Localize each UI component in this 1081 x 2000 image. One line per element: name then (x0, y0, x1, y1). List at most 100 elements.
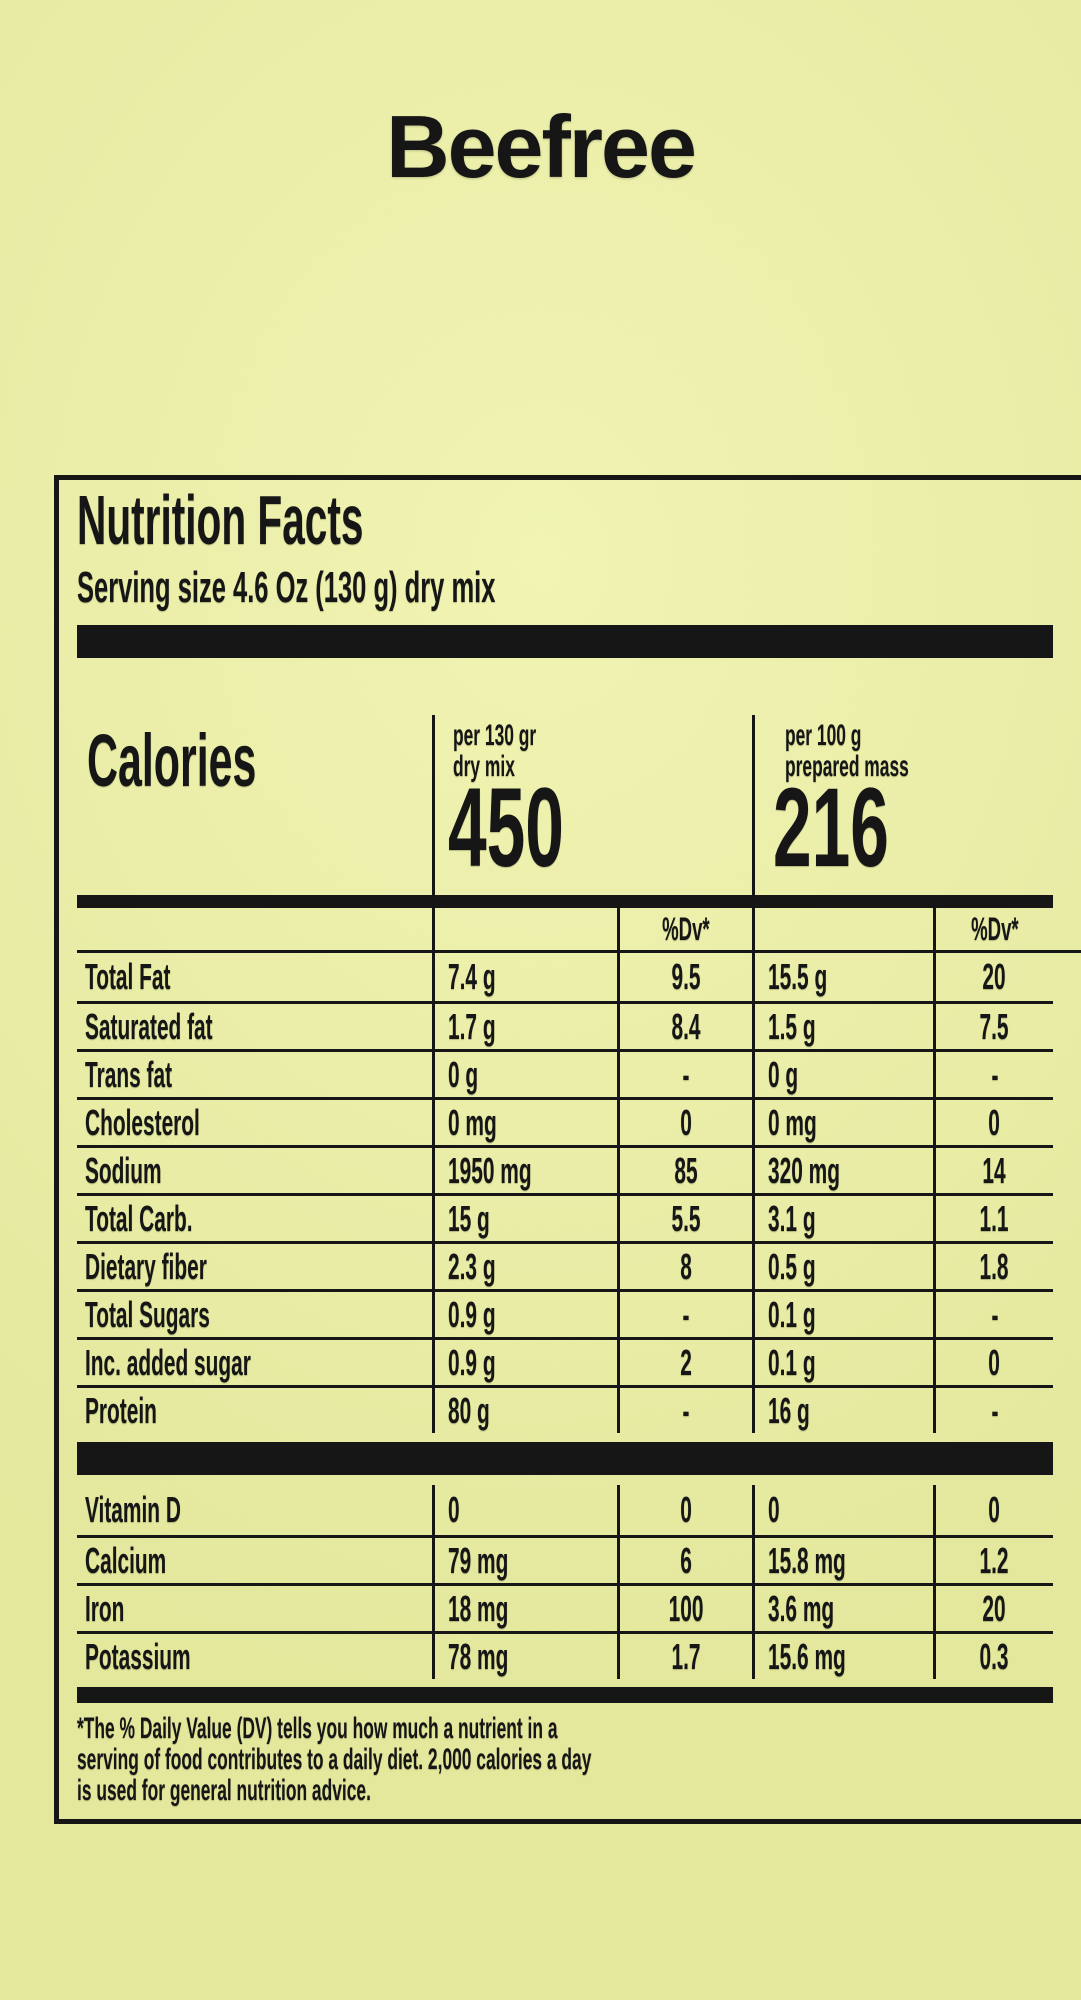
amount-per-serving: 0 mg (432, 1100, 617, 1145)
amount-per-serving: 0 g (432, 1052, 617, 1097)
nutrient-name: Dietary fiber (85, 1245, 207, 1287)
daily-value-per-100g: 0 (933, 1100, 1053, 1145)
table-row: Dietary fiber 2.3 g 8 0.5 g 1.8 (77, 1241, 1053, 1289)
table-row: Calcium 79 mg 6 15.8 mg 1.2 (77, 1535, 1053, 1583)
amount-per-100g: 0 g (752, 1052, 933, 1097)
nutrient-name: Trans fat (85, 1053, 173, 1095)
main-nutrients-table: Total Fat 7.4 g 9.5 15.5 g 20 Saturated … (77, 950, 1081, 1433)
amount-per-serving: 1950 mg (432, 1148, 617, 1193)
nutrient-name: Potassium (85, 1635, 191, 1677)
table-row: Trans fat 0 g - 0 g - (77, 1049, 1053, 1097)
calories-column-divider (752, 715, 755, 895)
nutrient-name: Inc. added sugar (85, 1341, 251, 1383)
table-row: Protein 80 g - 16 g - (77, 1385, 1053, 1433)
daily-value-per-100g: 0.3 (933, 1634, 1053, 1679)
daily-value-per-serving: 8 (617, 1244, 752, 1289)
amount-per-100g: 3.1 g (752, 1196, 933, 1241)
daily-value-per-serving: 1.7 (617, 1634, 752, 1679)
thin-divider-bar (77, 1687, 1053, 1703)
calories-caption-prepared: per 100 g prepared mass (785, 719, 909, 783)
amount-per-serving: 1.7 g (432, 1004, 617, 1049)
daily-value-per-100g: 1.2 (933, 1538, 1053, 1583)
calories-value-dry-mix: 450 (448, 765, 564, 890)
table-row: Sodium 1950 mg 85 320 mg 14 (77, 1145, 1053, 1193)
calories-caption-dry-mix: per 130 gr dry mix (453, 719, 537, 783)
amount-per-100g: 0.5 g (752, 1244, 933, 1289)
daily-value-per-serving: 9.5 (617, 953, 752, 1001)
nutrient-name: Iron (85, 1587, 125, 1629)
amount-per-100g: 15.8 mg (752, 1538, 933, 1583)
amount-per-100g: 0.1 g (752, 1292, 933, 1337)
daily-value-per-100g: - (933, 1388, 1053, 1433)
nutrient-name: Total Carb. (85, 1197, 193, 1239)
thick-divider-bar (77, 625, 1053, 658)
header-dv-per-100g: %Dv* (933, 908, 1053, 950)
nutrition-facts-panel: Nutrition Facts Serving size 4.6 Oz (130… (54, 475, 1081, 1824)
amount-per-100g: 3.6 mg (752, 1586, 933, 1631)
daily-value-per-serving: - (617, 1388, 752, 1433)
amount-per-100g: 1.5 g (752, 1004, 933, 1049)
header-nutrient (77, 908, 432, 950)
thick-divider-bar (77, 1442, 1053, 1475)
calories-value-prepared: 216 (773, 765, 889, 890)
nutrient-name: Total Fat (85, 956, 171, 997)
vitamins-table: Vitamin D 0 0 0 0 Calcium 79 mg 6 15.8 m… (77, 1475, 1081, 1679)
amount-per-serving: 79 mg (432, 1538, 617, 1583)
nutrient-name: Cholesterol (85, 1101, 200, 1143)
amount-per-serving: 0.9 g (432, 1292, 617, 1337)
nutrition-facts-heading: Nutrition Facts (77, 481, 364, 559)
amount-per-serving: 18 mg (432, 1586, 617, 1631)
amount-per-serving: 0.9 g (432, 1340, 617, 1385)
amount-per-serving: 2.3 g (432, 1244, 617, 1289)
daily-value-per-100g: 14 (933, 1148, 1053, 1193)
amount-per-serving: 78 mg (432, 1634, 617, 1679)
nutrient-name: Total Sugars (85, 1293, 210, 1335)
amount-per-100g: 16 g (752, 1388, 933, 1433)
nutrient-name: Calcium (85, 1539, 167, 1581)
amount-per-100g: 15.6 mg (752, 1634, 933, 1679)
nutrient-name: Saturated fat (85, 1005, 213, 1047)
medium-divider-bar (77, 895, 1053, 908)
table-row: Potassium 78 mg 1.7 15.6 mg 0.3 (77, 1631, 1053, 1679)
daily-value-per-100g: 0 (933, 1485, 1053, 1535)
nutrient-name: Vitamin D (85, 1489, 181, 1530)
serving-size-text: Serving size 4.6 Oz (130 g) dry mix (77, 563, 496, 612)
amount-per-serving: 7.4 g (432, 953, 617, 1001)
daily-value-per-serving: 85 (617, 1148, 752, 1193)
daily-value-per-serving: 5.5 (617, 1196, 752, 1241)
daily-value-per-serving: 2 (617, 1340, 752, 1385)
amount-per-100g: 0 (752, 1485, 933, 1535)
daily-value-per-100g: 1.1 (933, 1196, 1053, 1241)
daily-value-per-serving: 0 (617, 1485, 752, 1535)
daily-value-per-100g: 20 (933, 1586, 1053, 1631)
daily-value-per-100g: 1.8 (933, 1244, 1053, 1289)
table-row: Total Carb. 15 g 5.5 3.1 g 1.1 (77, 1193, 1053, 1241)
daily-value-per-serving: 0 (617, 1100, 752, 1145)
daily-value-per-100g: 7.5 (933, 1004, 1053, 1049)
daily-value-per-serving: 6 (617, 1538, 752, 1583)
daily-value-per-100g: 20 (933, 953, 1053, 1001)
daily-value-per-100g: - (933, 1052, 1053, 1097)
table-row: Cholesterol 0 mg 0 0 mg 0 (77, 1097, 1053, 1145)
amount-per-100g: 0.1 g (752, 1340, 933, 1385)
daily-value-per-serving: - (617, 1292, 752, 1337)
amount-per-serving: 0 (432, 1485, 617, 1535)
header-amount-per-serving (432, 908, 617, 950)
table-row: Saturated fat 1.7 g 8.4 1.5 g 7.5 (77, 1001, 1053, 1049)
header-dv-per-serving: %Dv* (617, 908, 752, 950)
amount-per-serving: 80 g (432, 1388, 617, 1433)
table-row: Inc. added sugar 0.9 g 2 0.1 g 0 (77, 1337, 1053, 1385)
daily-value-per-serving: - (617, 1052, 752, 1097)
daily-value-per-100g: - (933, 1292, 1053, 1337)
amount-per-100g: 320 mg (752, 1148, 933, 1193)
table-row: Total Sugars 0.9 g - 0.1 g - (77, 1289, 1053, 1337)
table-row: Vitamin D 0 0 0 0 (77, 1475, 1053, 1535)
daily-value-per-serving: 100 (617, 1586, 752, 1631)
table-row: Iron 18 mg 100 3.6 mg 20 (77, 1583, 1053, 1631)
amount-per-100g: 15.5 g (752, 953, 933, 1001)
nutrient-name: Protein (85, 1389, 157, 1431)
header-amount-per-100g (752, 908, 933, 950)
calories-column-divider (432, 715, 435, 895)
nutrient-name: Sodium (85, 1149, 162, 1191)
table-header-row: %Dv* %Dv* (77, 908, 1053, 950)
